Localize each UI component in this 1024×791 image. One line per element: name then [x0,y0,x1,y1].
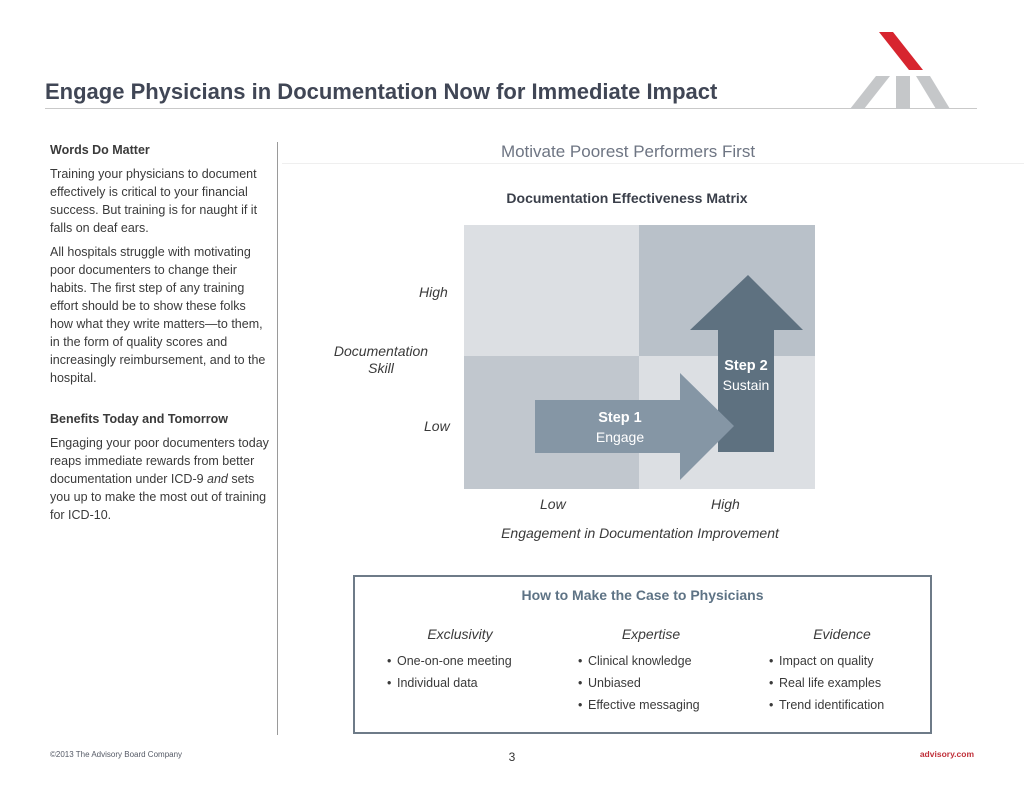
title-divider [45,108,977,109]
step1-number: Step 1 [598,410,642,426]
section2-text-end: sets you up to make the most out of trai… [50,472,267,522]
list-item: Effective messaging [578,694,736,716]
step2-label: Step 2 Sustain [713,357,779,395]
column-heading: Evidence [813,626,871,642]
section2-text-italic: and [207,472,228,486]
section1-paragraph2: All hospitals struggle with motivating p… [50,245,266,385]
case-box-title: How to Make the Case to Physicians [521,587,764,603]
bullet-list: Clinical knowledge Unbiased Effective me… [566,650,736,716]
step2-up-arrow [690,275,803,452]
matrix-title: Documentation Effectiveness Matrix [506,190,748,206]
matrix-arrows [535,275,803,480]
step1-text: Engage [595,429,645,445]
section2-paragraph: Engaging your poor documenters today rea… [50,434,272,524]
list-item: Individual data [387,672,545,694]
x-axis-label: Engagement in Documentation Improvement [501,525,779,541]
x-tick-low: Low [540,496,566,512]
section2-text-start: Engaging your poor documenters today rea… [50,436,269,486]
step1-label: Step 1 Engage [580,409,660,447]
section-subtitle: Motivate Poorest Performers First [500,142,756,161]
page-title: Engage Physicians in Documentation Now f… [45,79,718,104]
section-heading-words-do-matter: Words Do Matter [50,143,150,157]
section1-paragraph1: Training your physicians to document eff… [50,167,258,235]
quadrant-top-left [464,225,639,356]
case-column-exclusivity: Exclusivity One-on-one meeting Individua… [375,626,545,694]
step2-number: Step 2 [724,358,768,374]
subtitle-divider [282,163,1024,164]
list-item: One-on-one meeting [387,650,545,672]
column-heading: Exclusivity [427,626,493,642]
section-heading-benefits: Benefits Today and Tomorrow [50,412,229,426]
list-item: Unbiased [578,672,736,694]
step2-text: Sustain [722,377,770,393]
list-item: Impact on quality [769,650,927,672]
y-axis-label: Documentation Skill [333,343,429,376]
case-column-evidence: Evidence Impact on quality Real life exa… [757,626,927,716]
y-tick-high: High [419,284,448,300]
advisory-board-logo-icon [850,32,950,109]
left-column: Words Do Matter Training your physicians… [50,141,272,530]
bullet-list: One-on-one meeting Individual data [375,650,545,694]
copyright-text: ©2013 The Advisory Board Company [50,750,183,759]
step1-right-arrow [535,373,734,480]
bullet-list: Impact on quality Real life examples Tre… [757,650,927,716]
column-divider [277,142,278,735]
page-number: 3 [508,750,516,764]
list-item: Real life examples [769,672,927,694]
website-link[interactable]: advisory.com [919,749,974,759]
x-tick-high: High [711,496,740,512]
y-tick-low: Low [424,418,450,434]
case-column-expertise: Expertise Clinical knowledge Unbiased Ef… [566,626,736,716]
list-item: Trend identification [769,694,927,716]
column-heading: Expertise [621,626,681,642]
list-item: Clinical knowledge [578,650,736,672]
